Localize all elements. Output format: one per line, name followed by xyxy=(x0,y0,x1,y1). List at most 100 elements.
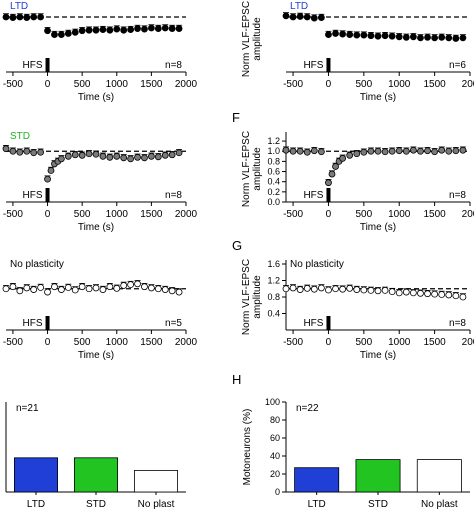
data-point xyxy=(339,285,347,293)
data-point xyxy=(30,13,38,21)
data-point xyxy=(2,285,10,293)
data-point xyxy=(367,32,375,40)
category-label: STD xyxy=(86,499,106,510)
data-point xyxy=(367,147,375,155)
data-point xyxy=(168,287,176,295)
data-point xyxy=(23,14,31,21)
data-point xyxy=(161,286,169,293)
data-point xyxy=(78,151,86,159)
data-point xyxy=(395,33,403,41)
x-tick-label: 500 xyxy=(74,209,91,220)
x-tick-label: 1500 xyxy=(423,209,446,220)
n-label: n=6 xyxy=(449,60,466,71)
x-tick-label: 1000 xyxy=(106,209,129,220)
data-point xyxy=(417,289,424,297)
data-point xyxy=(296,13,304,20)
data-point xyxy=(388,288,396,296)
bar xyxy=(416,459,462,493)
data-point xyxy=(16,148,24,156)
x-axis-label: Time (s) xyxy=(78,222,114,233)
data-point xyxy=(289,13,297,21)
data-point xyxy=(106,283,114,291)
panel-title: STD xyxy=(10,131,30,142)
data-point xyxy=(381,148,389,156)
data-point xyxy=(64,284,72,291)
x-axis-label: Time (s) xyxy=(78,350,114,361)
data-point xyxy=(23,147,31,155)
data-point xyxy=(175,149,183,157)
data-point xyxy=(99,26,107,34)
data-point xyxy=(431,34,439,42)
x-tick-label: 0 xyxy=(45,337,51,348)
time-course-panel-0: -500 0 500 1000 1500 2000 Time (s) HFS n=8 LTD xyxy=(2,1,198,103)
data-point xyxy=(37,148,45,156)
x-tick-label: 0 xyxy=(45,209,51,220)
stimulus-label: HFS xyxy=(303,60,323,71)
x-tick-label: 500 xyxy=(356,337,373,348)
data-point xyxy=(289,147,297,155)
bar xyxy=(13,457,59,493)
data-point xyxy=(71,151,79,159)
data-point xyxy=(106,26,114,34)
stimulus-bar xyxy=(45,316,50,330)
data-point xyxy=(30,149,38,157)
data-point xyxy=(310,147,318,155)
panel-letter-h: H xyxy=(232,372,241,387)
data-point xyxy=(113,25,121,33)
n-label: n=8 xyxy=(449,190,466,201)
data-point xyxy=(44,27,51,35)
n-label: n=8 xyxy=(165,60,182,71)
x-tick-label: -500 xyxy=(283,79,303,90)
data-point xyxy=(339,154,347,162)
data-point xyxy=(51,31,58,38)
data-point xyxy=(161,151,169,159)
data-point xyxy=(23,284,31,292)
category-label: STD xyxy=(368,499,388,510)
stimulus-label: HFS xyxy=(23,60,43,71)
x-tick-label: 1500 xyxy=(140,209,163,220)
x-tick-label: -500 xyxy=(3,79,23,90)
time-course-panel-5: -500 0 500 1000 1500 200 Time (s) 0.4 0.8 1.2 1.6 N… xyxy=(241,259,474,361)
data-point xyxy=(360,148,368,156)
data-point xyxy=(64,152,72,160)
y-tick-label: 100 xyxy=(265,397,280,407)
panel-title: No plasticity xyxy=(10,259,64,270)
data-point xyxy=(71,29,79,36)
n-label: n=8 xyxy=(165,190,182,201)
stimulus-bar xyxy=(326,188,331,202)
data-point xyxy=(154,25,162,32)
bar xyxy=(294,467,340,493)
data-point xyxy=(431,148,439,156)
time-course-panel-4: -500 0 500 1000 1500 2000 Time (s) HFS n=5 No pla… xyxy=(2,259,198,361)
data-point xyxy=(402,147,410,155)
y-tick-label: 0.2 xyxy=(267,187,280,197)
x-axis-label: Time (s) xyxy=(360,222,396,233)
data-point xyxy=(445,34,453,42)
data-point xyxy=(175,288,183,296)
data-point xyxy=(134,153,141,161)
stimulus-bar xyxy=(45,188,50,202)
data-point xyxy=(409,33,417,41)
data-point xyxy=(71,286,79,294)
data-point xyxy=(134,25,141,32)
data-point xyxy=(147,152,155,160)
x-tick-label: 500 xyxy=(356,79,373,90)
data-point xyxy=(16,287,24,295)
x-tick-label: 1000 xyxy=(388,337,411,348)
data-point xyxy=(154,153,162,161)
data-point xyxy=(409,289,417,297)
data-point xyxy=(127,26,135,34)
data-point xyxy=(47,167,55,174)
data-point xyxy=(37,284,45,291)
x-tick-label: -500 xyxy=(3,209,23,220)
data-point xyxy=(282,285,290,293)
time-course-panel-3: -500 0 500 1000 1500 200 Time (s) 0.00.20.40.60… xyxy=(241,131,474,233)
data-point xyxy=(409,146,417,154)
data-point xyxy=(360,31,368,39)
data-point xyxy=(381,286,389,294)
data-point xyxy=(395,147,403,155)
data-point xyxy=(9,147,17,155)
data-point xyxy=(99,286,107,293)
data-point xyxy=(120,154,128,162)
stimulus-label: HFS xyxy=(303,318,323,329)
